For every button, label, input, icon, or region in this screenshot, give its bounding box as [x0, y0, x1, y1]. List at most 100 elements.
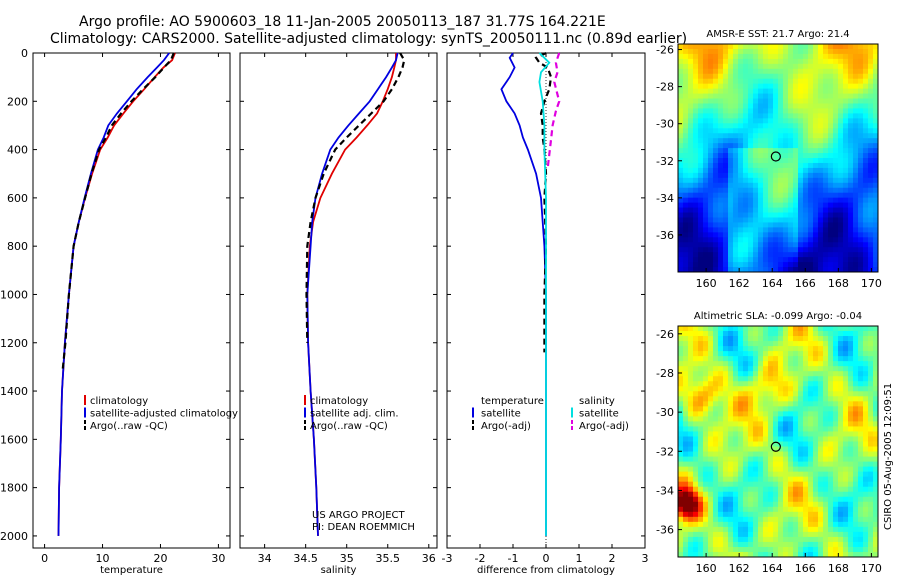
sst_map-cell	[788, 133, 794, 139]
sla_map-cell	[748, 531, 754, 538]
sst_map-cell	[718, 73, 724, 80]
sst_map-cell	[748, 148, 754, 154]
sst_map-cell	[773, 197, 779, 204]
sla_map-cell	[823, 391, 829, 397]
sst_map-cell	[848, 237, 854, 243]
sla_map-cell	[783, 481, 789, 488]
sst_map-cell	[743, 262, 749, 268]
sst_map-cell	[748, 133, 754, 139]
sst_map-cell	[798, 143, 804, 149]
sst_map-cell	[688, 192, 694, 199]
sst_map-cell	[868, 103, 874, 110]
sst_map-cell	[683, 162, 689, 169]
sla_map-cell	[863, 551, 869, 557]
sla_map-cell	[798, 351, 804, 357]
sla_map-cell	[803, 356, 809, 362]
sst_map-cell	[723, 232, 729, 238]
sst_map-cell	[678, 257, 684, 263]
sla_map-cell	[823, 341, 829, 347]
sst_map-cell	[818, 48, 824, 55]
sla_map-cell	[828, 471, 834, 478]
sst_map-cell	[788, 48, 794, 55]
sst_map-cell	[773, 133, 779, 139]
sla_map-cell	[708, 456, 714, 463]
sla_map-cell	[853, 476, 859, 483]
sst_map-cell	[818, 88, 824, 95]
sla_map-cell	[733, 551, 739, 557]
sst_map-cell	[693, 177, 699, 184]
sla_map-cell	[823, 416, 829, 423]
sst_map-cell	[848, 252, 854, 258]
sst_map-cell	[803, 222, 809, 228]
sst_map-cell	[803, 143, 809, 149]
sla_map-cell	[768, 551, 774, 557]
sla_map-cell	[718, 491, 724, 498]
sst_map-cell	[778, 252, 784, 258]
sst_map-cell	[873, 227, 878, 233]
sla_map-cell	[778, 501, 784, 508]
sla_map-cell	[783, 451, 789, 458]
sla_map-cell	[858, 466, 864, 473]
sla_map-cell	[728, 406, 734, 412]
sla_map-cell	[793, 446, 799, 453]
sla_map-cell	[843, 341, 849, 347]
sst_map-cell	[683, 78, 689, 85]
sst_map-cell	[863, 232, 869, 238]
sla_map-cell	[843, 491, 849, 498]
sla_map-cell	[803, 406, 809, 412]
sst_map-cell	[738, 232, 744, 238]
sla_map-cell	[713, 416, 719, 423]
sst_map-cell	[778, 242, 784, 248]
sla_map-cell	[768, 491, 774, 498]
sst_map-cell	[788, 138, 794, 144]
sst_map-cell	[768, 257, 774, 263]
sst_map-cell	[833, 68, 839, 75]
sst_map-cell	[858, 98, 864, 105]
sst_map-cell	[803, 182, 809, 189]
sla_map-cell	[723, 486, 729, 493]
sla_map-cell	[708, 506, 714, 513]
sst_map-cell	[808, 222, 814, 228]
sst_map-cell	[778, 222, 784, 228]
sla_map-cell	[808, 331, 814, 337]
sla_map-cell	[733, 516, 739, 523]
sst_map-cell	[793, 128, 799, 134]
sla_map-cell	[758, 411, 764, 417]
sla_map-cell	[838, 476, 844, 483]
sla_map-cell	[723, 536, 729, 543]
sla_map-cell	[798, 496, 804, 503]
sla_map-cell	[678, 436, 684, 443]
sla_map-cell	[813, 396, 819, 402]
sla_map-cell	[843, 396, 849, 402]
sst_map-xtick-label: 168	[828, 277, 849, 290]
sla_map-cell	[678, 546, 684, 553]
chart-title-line2: Climatology: CARS2000. Satellite-adjuste…	[50, 31, 688, 47]
sst_map-cell	[818, 98, 824, 105]
sla_map-cell	[728, 371, 734, 377]
sla_map-cell	[848, 371, 854, 377]
sst_map-cell	[843, 162, 849, 169]
sla_map-cell	[848, 401, 854, 407]
sla_map-cell	[753, 516, 759, 523]
sla_map-cell	[843, 456, 849, 463]
sla_map-cell	[748, 341, 754, 347]
sst_map-cell	[678, 182, 684, 189]
sla_map-cell	[858, 326, 864, 332]
sla_map-cell	[768, 471, 774, 478]
sst_map-cell	[768, 128, 774, 134]
sla_map-cell	[748, 526, 754, 533]
sla_map-cell	[713, 486, 719, 493]
sst_map-cell	[783, 113, 789, 119]
sst_map-cell	[873, 217, 878, 224]
sst_map-cell	[713, 158, 719, 164]
sla_map-cell	[683, 551, 689, 557]
sst_map-cell	[818, 83, 824, 90]
sla_map-cell	[853, 346, 859, 352]
sst_map-cell	[818, 138, 824, 144]
sla_map-cell	[818, 551, 824, 557]
difference-xtick-label: -1	[508, 552, 519, 565]
sst_map-cell	[783, 128, 789, 134]
sst_map-cell	[833, 88, 839, 95]
sla_map-cell	[833, 361, 839, 367]
sla_map-cell	[718, 396, 724, 402]
